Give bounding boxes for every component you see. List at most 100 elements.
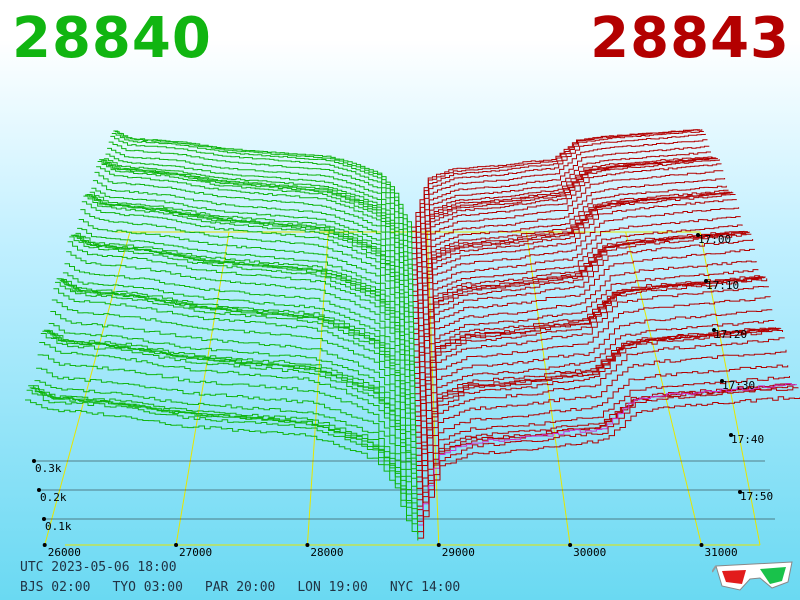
ask-depth-line — [414, 199, 737, 340]
ask-depth-line — [414, 207, 740, 346]
bid-depth-line — [81, 201, 415, 343]
ask-depth-line — [417, 337, 785, 489]
bid-depth-line — [85, 194, 415, 332]
bid-depth-line — [37, 354, 418, 495]
bid-depth-line — [80, 209, 415, 348]
ask-depth-line — [416, 309, 773, 449]
bid-depth-line — [25, 399, 419, 541]
ask-depth-line — [415, 276, 766, 427]
ask-series — [411, 129, 800, 539]
time-tick-dot — [738, 490, 742, 494]
bid-depth-line — [96, 166, 414, 294]
x-tick-dot — [305, 543, 310, 547]
ask-depth-line — [416, 278, 768, 433]
ask-depth-line — [415, 248, 755, 395]
time-tick-label: 17:40 — [731, 433, 764, 446]
bid-depth-line — [66, 251, 416, 398]
ask-depth-line — [412, 131, 704, 239]
ask-depth-line — [413, 159, 720, 286]
bid-depth-line — [67, 241, 416, 391]
x-tick-dot — [568, 543, 573, 547]
clock-bjs: BJS 02:00 — [20, 580, 91, 595]
bid-depth-line — [99, 159, 414, 283]
ask-depth-line — [416, 327, 782, 478]
ask-depth-line — [417, 384, 796, 522]
volume-tick-dot — [42, 517, 46, 521]
bid-depth-line — [91, 187, 414, 310]
ask-depth-line — [414, 230, 745, 363]
time-tick-label: 17:30 — [722, 379, 755, 392]
ask-depth-line — [414, 224, 743, 358]
bid-depth-line — [40, 333, 418, 486]
bid-depth-line — [97, 161, 414, 288]
price-gridline — [44, 231, 131, 546]
x-tick-dot — [174, 543, 179, 547]
ask-depth-line — [418, 396, 800, 539]
chart-grid — [35, 231, 775, 546]
ask-depth-line — [417, 364, 789, 501]
ask-depth-line — [417, 376, 790, 507]
bid-depth-line — [110, 135, 413, 244]
bid-depth-line — [105, 153, 413, 262]
ask-depth-line — [413, 170, 724, 297]
bid-depth-line — [78, 219, 415, 353]
clock-par: PAR 20:00 — [204, 580, 276, 595]
3d-glasses-icon[interactable] — [712, 558, 796, 594]
bid-depth-line — [53, 288, 417, 442]
bid-depth-line — [31, 388, 418, 520]
world-clocks: BJS 02:00 TYO 03:00 PAR 20:00 LON 19:00 NYC … — [20, 580, 482, 596]
x-tick-label: 28000 — [310, 546, 343, 559]
time-tick-dot — [704, 279, 708, 283]
ask-depth-line — [412, 156, 713, 266]
bid-depth-line — [32, 385, 418, 514]
ask-depth-line — [416, 296, 771, 444]
volume-tick-dot — [37, 488, 41, 492]
bid-depth-line — [55, 281, 417, 434]
bid-depth-line — [62, 272, 416, 409]
ask-depth-line — [415, 269, 759, 407]
x-tick-label: 31000 — [704, 546, 737, 559]
bid-depth-line — [83, 195, 415, 338]
x-tick-label: 26000 — [48, 546, 81, 559]
ask-depth-line — [412, 151, 711, 260]
ask-depth-line — [417, 329, 783, 483]
ask-depth-line — [415, 239, 754, 388]
ask-depth-line — [416, 286, 769, 438]
bid-depth-line — [75, 232, 415, 365]
ask-depth-line — [415, 260, 757, 401]
bid-depth-line — [45, 331, 417, 469]
bid-depth-line — [64, 263, 416, 403]
bid-depth-line — [61, 279, 416, 415]
ask-depth-line — [417, 383, 797, 526]
time-tick-label: 17:00 — [698, 233, 731, 246]
bid-depth-line — [26, 389, 419, 535]
bid-depth-line — [102, 159, 413, 272]
bid-depth-line — [50, 311, 417, 452]
bid-depth-line — [39, 342, 418, 490]
bid-depth-line — [113, 130, 413, 234]
ask-depth-line — [412, 145, 710, 255]
time-tick-label: 17:20 — [714, 328, 747, 341]
bid-depth-line — [107, 147, 413, 256]
ask-depth-line — [418, 387, 799, 533]
ask-depth-line — [414, 231, 748, 374]
bid-depth-line — [69, 236, 416, 387]
bid-depth-line — [56, 278, 416, 429]
volume-tick-label: 0.3k — [35, 462, 62, 475]
x-tick-dot — [436, 543, 441, 547]
bid-depth-line — [108, 141, 413, 251]
bid-depth-line — [47, 330, 417, 463]
ask-depth-line — [413, 189, 729, 313]
price-gridline — [525, 231, 571, 546]
ask-depth-line — [414, 231, 750, 379]
price-gridline — [625, 231, 702, 546]
bid-depth-line — [70, 234, 416, 381]
bid-depth-line — [100, 159, 413, 277]
x-tick-dot — [699, 543, 704, 547]
volume-tick-label: 0.2k — [40, 491, 67, 504]
ask-depth-line — [412, 133, 706, 243]
x-tick-dot — [42, 543, 47, 547]
ask-price: 28843 — [590, 6, 790, 71]
utc-timestamp: UTC 2023-05-06 18:00 — [20, 560, 177, 575]
